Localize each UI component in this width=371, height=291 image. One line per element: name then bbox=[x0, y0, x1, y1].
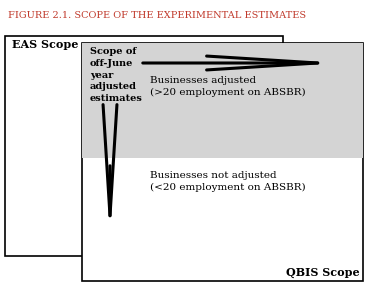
Text: FIGURE 2.1. SCOPE OF THE EXPERIMENTAL ESTIMATES: FIGURE 2.1. SCOPE OF THE EXPERIMENTAL ES… bbox=[8, 11, 306, 20]
Bar bbox=[5, 36, 283, 256]
Text: Businesses adjusted
(>20 employment on ABSBR): Businesses adjusted (>20 employment on A… bbox=[150, 76, 306, 97]
Text: QBIS Scope: QBIS Scope bbox=[286, 267, 360, 278]
Text: Businesses not adjusted
(<20 employment on ABSBR): Businesses not adjusted (<20 employment … bbox=[150, 171, 306, 192]
Bar bbox=[82, 43, 363, 158]
Bar bbox=[82, 43, 363, 281]
Text: Scope of
off-June
year
adjusted
estimates: Scope of off-June year adjusted estimate… bbox=[90, 47, 143, 103]
Text: EAS Scope: EAS Scope bbox=[12, 39, 78, 50]
